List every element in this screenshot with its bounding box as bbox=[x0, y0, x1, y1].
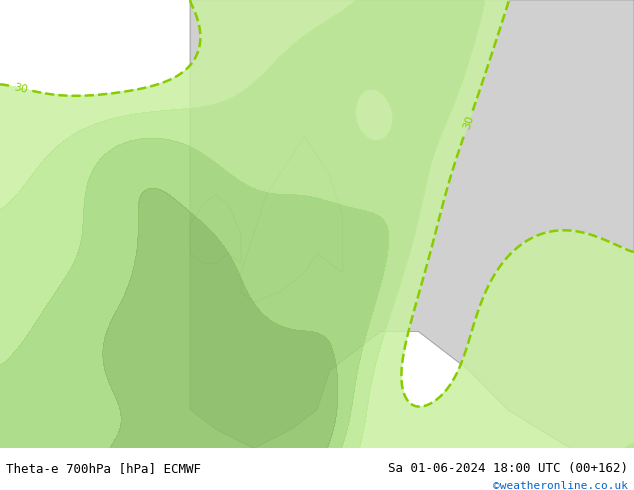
Polygon shape bbox=[190, 0, 634, 448]
Text: ©weatheronline.co.uk: ©weatheronline.co.uk bbox=[493, 481, 628, 490]
Text: Sa 01-06-2024 18:00 UTC (00+162): Sa 01-06-2024 18:00 UTC (00+162) bbox=[387, 463, 628, 475]
Text: 30: 30 bbox=[462, 114, 476, 130]
Text: Theta-e 700hPa [hPa] ECMWF: Theta-e 700hPa [hPa] ECMWF bbox=[6, 463, 202, 475]
Polygon shape bbox=[241, 136, 342, 302]
Text: 30: 30 bbox=[13, 82, 29, 95]
Polygon shape bbox=[190, 195, 241, 263]
